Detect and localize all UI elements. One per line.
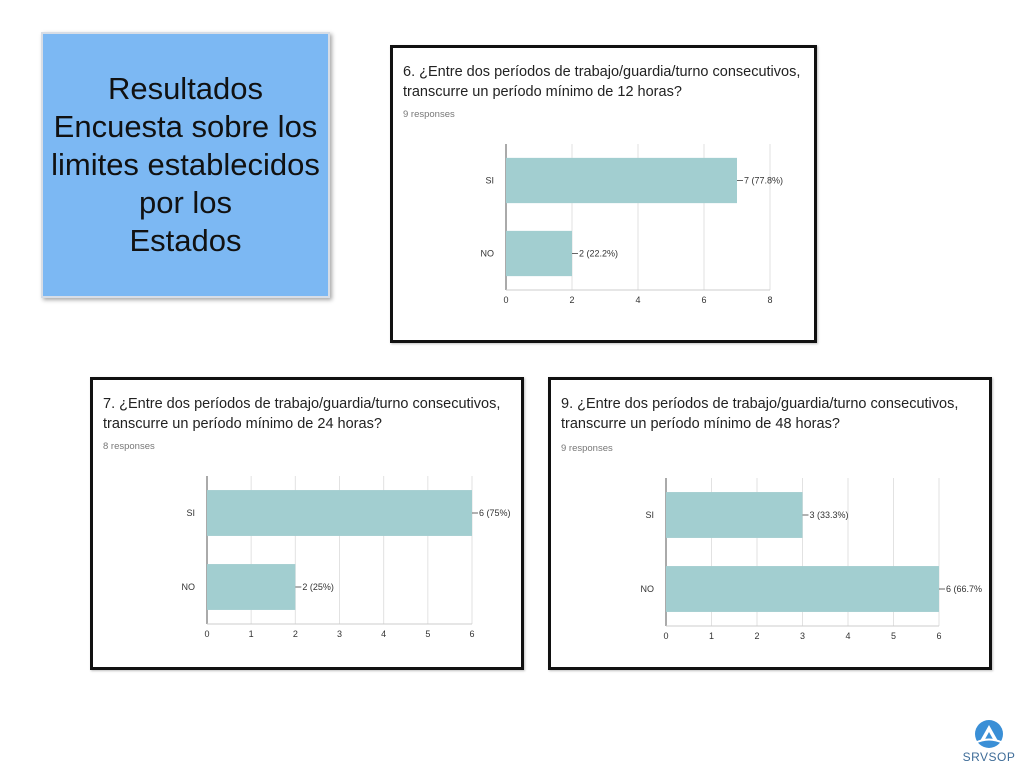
x-tick-label: 4: [381, 629, 386, 639]
question-line: transcurre un período mínimo de 12 horas…: [403, 84, 682, 100]
x-tick-label: 1: [249, 629, 254, 639]
question-title: 9. ¿Entre dos períodos de trabajo/guardi…: [561, 394, 958, 434]
x-tick-label: 2: [569, 295, 574, 305]
category-label: NO: [182, 582, 196, 592]
responses-count: 8 responses: [103, 441, 155, 452]
x-tick-label: 4: [845, 631, 850, 641]
bar-no: [666, 566, 939, 612]
x-tick-label: 0: [503, 295, 508, 305]
x-tick-label: 4: [635, 295, 640, 305]
x-tick-label: 6: [469, 629, 474, 639]
bar-chart: 0 1 2 3 4 5 6 SI 6 (75%) NO 2 (25%): [182, 476, 511, 639]
title-line: por los: [138, 185, 233, 220]
bar-si: [207, 490, 472, 536]
x-tick-label: 6: [701, 295, 706, 305]
category-label: NO: [481, 249, 495, 259]
question-line: 6. ¿Entre dos períodos de trabajo/guardi…: [403, 64, 801, 80]
x-tick-label: 0: [663, 631, 668, 641]
x-tick-label: 5: [425, 629, 430, 639]
title-line: Encuesta sobre los: [53, 109, 318, 144]
chart-panel-q6: 6. ¿Entre dos períodos de trabajo/guardi…: [390, 45, 817, 343]
title-line: Estados: [129, 223, 242, 258]
bar-si: [506, 157, 737, 204]
bar-si: [666, 492, 803, 538]
bar-no: [207, 564, 296, 610]
bar-chart: 0 2 4 6 8 SI 7 (77.8%) NO 2 (22.2%): [481, 144, 783, 305]
responses-count: 9 responses: [561, 443, 613, 454]
x-tick-label: 0: [204, 629, 209, 639]
question-line: transcurre un período mínimo de 48 horas…: [561, 416, 840, 432]
category-label: SI: [186, 508, 195, 518]
data-label: 6 (75%): [479, 508, 511, 518]
data-label: 2 (25%): [302, 582, 334, 592]
category-label: SI: [485, 176, 494, 186]
data-label: 6 (66.7%: [946, 584, 982, 594]
x-tick-label: 3: [800, 631, 805, 641]
question-title: 7. ¿Entre dos períodos de trabajo/guardi…: [103, 394, 500, 434]
x-tick-label: 6: [936, 631, 941, 641]
question-title: 6. ¿Entre dos períodos de trabajo/guardi…: [403, 62, 800, 102]
x-tick-label: 8: [767, 295, 772, 305]
bar-chart: 0 1 2 3 4 5 6 SI 3 (33.3%) NO 6 (66.7%: [641, 478, 982, 641]
slide-title: Resultados Encuesta sobre los limites es…: [51, 70, 320, 260]
x-tick-label: 2: [293, 629, 298, 639]
category-label: SI: [645, 510, 654, 520]
x-tick-label: 1: [709, 631, 714, 641]
category-label: NO: [641, 584, 655, 594]
chart-panel-q9: 9. ¿Entre dos períodos de trabajo/guardi…: [548, 377, 992, 670]
title-line: limites establecidos: [51, 147, 320, 182]
question-line: 9. ¿Entre dos períodos de trabajo/guardi…: [561, 396, 959, 412]
bar-no: [506, 230, 572, 277]
x-tick-label: 3: [337, 629, 342, 639]
data-label: 2 (22.2%): [579, 249, 618, 259]
srvsop-logo: SRVSOP: [958, 716, 1020, 766]
question-line: 7. ¿Entre dos períodos de trabajo/guardi…: [103, 396, 501, 412]
data-label: 7 (77.8%): [744, 176, 783, 186]
title-box: Resultados Encuesta sobre los limites es…: [41, 32, 330, 298]
responses-count: 9 responses: [403, 109, 455, 120]
chart-panel-q7: 7. ¿Entre dos períodos de trabajo/guardi…: [90, 377, 524, 670]
question-line: transcurre un período mínimo de 24 horas…: [103, 416, 382, 432]
srvsop-logo-icon: [974, 720, 1004, 748]
logo-text: SRVSOP: [962, 750, 1016, 764]
x-tick-label: 2: [754, 631, 759, 641]
data-label: 3 (33.3%): [810, 510, 849, 520]
x-tick-label: 5: [891, 631, 896, 641]
title-line: Resultados: [107, 71, 264, 106]
